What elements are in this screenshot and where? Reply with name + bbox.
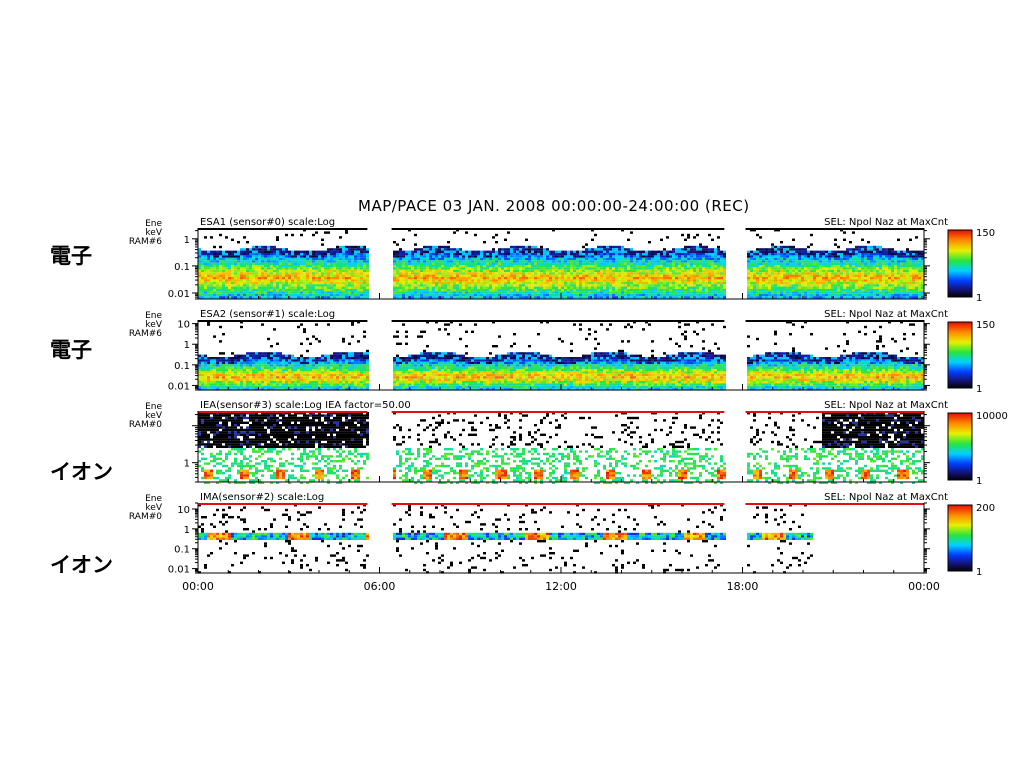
x-tick-label: 06:00	[364, 580, 396, 593]
spectrogram-cells	[198, 504, 813, 574]
colorbar-min-label: 1	[976, 476, 982, 487]
plot-title: MAP/PACE 03 JAN. 2008 00:00:00-24:00:00 …	[358, 197, 750, 215]
colorbar-min-label: 1	[976, 567, 982, 578]
colorbar-max-label: 150	[976, 320, 995, 331]
colorbar-max-label: 200	[976, 503, 995, 514]
y-label-line: keV	[145, 228, 162, 238]
spectrogram-cells	[198, 412, 924, 484]
colorbar-max-label: 150	[976, 228, 995, 239]
y-label-line: Ene	[145, 402, 162, 412]
panel-title-right: SEL: Npol Naz at MaxCnt	[824, 309, 948, 320]
colorbar-min-label: 1	[976, 293, 982, 304]
species-label-electron-2: 電子	[50, 338, 92, 362]
colorbar-frame	[947, 321, 973, 389]
species-label-electron-1: 電子	[50, 244, 92, 268]
y-label-line: Ene	[145, 311, 162, 321]
spectrogram-panel-3: IEA(sensor#3) scale:Log IEA factor=50.00…	[129, 400, 1008, 487]
y-label-line: RAM#6	[129, 237, 162, 247]
colorbar-max-label: 10000	[976, 411, 1008, 422]
colorbar-min-label: 1	[976, 384, 982, 395]
panel-title-left: IMA(sensor#2) scale:Log	[200, 492, 324, 503]
panel-title-right: SEL: Npol Naz at MaxCnt	[824, 492, 948, 503]
x-tick-label: 18:00	[727, 580, 759, 593]
colorbar-frame	[947, 504, 973, 572]
y-label-line: Ene	[145, 494, 162, 504]
y-label-line: Ene	[145, 219, 162, 229]
y-tick-label: 0.01	[168, 289, 190, 300]
panel-title-left: ESA1 (sensor#0) scale:Log	[200, 217, 335, 228]
y-label-line: keV	[145, 411, 162, 421]
panel-title-left: IEA(sensor#3) scale:Log IEA factor=50.00	[200, 400, 411, 411]
spectrogram-panel-1: ESA1 (sensor#0) scale:Log SEL: Npol Naz a…	[129, 217, 995, 304]
y-tick-label: 0.1	[174, 545, 190, 556]
y-label-line: RAM#6	[129, 329, 162, 339]
y-label-line: RAM#0	[129, 420, 162, 430]
y-tick-label: 1	[184, 459, 190, 470]
y-tick-label: 1	[184, 235, 190, 246]
x-tick-label: 00:00	[908, 580, 940, 593]
y-label-line: keV	[145, 503, 162, 513]
y-tick-label: 1	[184, 525, 190, 536]
colorbar: 10000 1	[947, 411, 1008, 487]
x-tick-label: 12:00	[545, 580, 577, 593]
y-tick-label: 0.01	[168, 381, 190, 392]
y-tick-label: 0.1	[174, 262, 190, 273]
y-tick-label: 10	[177, 320, 190, 331]
y-tick-label: 0.1	[174, 361, 190, 372]
spectrogram-panel-4: IMA(sensor#2) scale:Log SEL: Npol Naz at …	[129, 492, 995, 578]
y-tick-label: 10	[177, 505, 190, 516]
x-tick-label: 00:00	[182, 580, 214, 593]
y-tick-label: 1	[184, 340, 190, 351]
panel-title-right: SEL: Npol Naz at MaxCnt	[824, 217, 948, 228]
y-tick-label: 0.01	[168, 565, 190, 576]
panel-title-right: SEL: Npol Naz at MaxCnt	[824, 400, 948, 411]
spectrogram-cells	[198, 321, 924, 391]
colorbar-frame	[947, 229, 973, 298]
panel-title-left: ESA2 (sensor#1) scale:Log	[200, 309, 335, 320]
species-label-ion-2: イオン	[50, 553, 113, 577]
y-label-line: keV	[145, 320, 162, 330]
spectrogram-panel-2: ESA2 (sensor#1) scale:Log SEL: Npol Naz a…	[129, 309, 995, 395]
spectrogram-cells	[198, 229, 924, 299]
y-label-line: RAM#0	[129, 512, 162, 522]
colorbar-frame	[947, 412, 973, 481]
species-label-ion-1: イオン	[50, 460, 113, 484]
